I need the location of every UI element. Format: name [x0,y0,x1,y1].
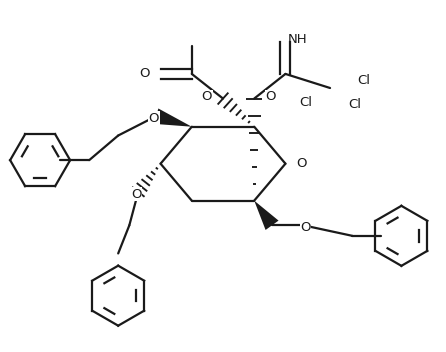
Polygon shape [254,201,279,230]
Text: O: O [297,157,307,170]
Text: NH: NH [288,33,307,46]
Text: Cl: Cl [299,96,312,109]
Text: O: O [300,221,311,234]
Text: O: O [139,68,149,80]
Text: O: O [131,188,141,201]
Text: Cl: Cl [348,98,361,111]
Text: O: O [265,90,276,103]
Text: Cl: Cl [357,75,370,87]
Text: O: O [201,90,212,103]
Text: O: O [149,112,159,125]
Polygon shape [154,108,192,127]
